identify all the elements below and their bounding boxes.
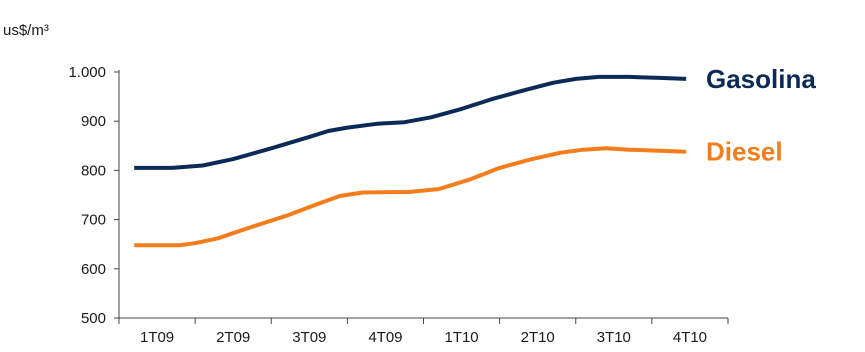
x-tick-label: 2T09 xyxy=(216,329,250,346)
legend-label-diesel: Diesel xyxy=(706,137,783,167)
x-tick-label: 4T10 xyxy=(673,329,707,346)
y-tick-label: 700 xyxy=(81,212,106,229)
x-tick-label: 3T10 xyxy=(597,329,631,346)
x-tick-label: 1T09 xyxy=(140,329,174,346)
series-lines xyxy=(134,74,687,248)
axes xyxy=(114,70,729,324)
y-tick-label: 1.000 xyxy=(68,64,106,81)
legend-label-gasolina: Gasolina xyxy=(706,64,816,94)
x-tick-label: 3T09 xyxy=(292,329,326,346)
x-tick-label: 4T09 xyxy=(368,329,402,346)
y-tick-label: 600 xyxy=(81,261,106,278)
x-tick-label: 2T10 xyxy=(521,329,555,346)
series-line-gasolina xyxy=(134,74,687,170)
series-line-diesel xyxy=(134,146,687,248)
x-tick-labels: 1T09 2T09 3T09 4T09 1T10 2T10 3T10 4T10 xyxy=(140,329,707,346)
x-tick-label: 1T10 xyxy=(444,329,478,346)
y-tick-labels: 500 600 700 800 900 1.000 xyxy=(68,64,106,327)
y-axis-unit-label: us$/m³ xyxy=(3,22,49,39)
y-tick-label: 500 xyxy=(81,310,106,327)
legend: Gasolina Diesel xyxy=(706,64,816,167)
y-tick-label: 800 xyxy=(81,162,106,179)
y-tick-label: 900 xyxy=(81,113,106,130)
